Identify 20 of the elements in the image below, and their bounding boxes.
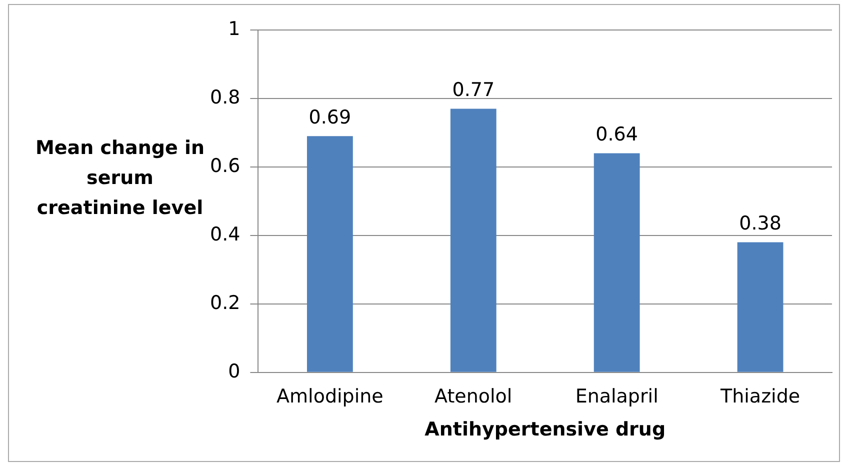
x-axis-title: Antihypertensive drug bbox=[424, 418, 666, 441]
bar bbox=[450, 108, 496, 372]
bar bbox=[737, 242, 784, 372]
bar bbox=[594, 153, 640, 372]
y-tick-label: 0.8 bbox=[210, 86, 240, 108]
data-label: 0.38 bbox=[739, 212, 782, 235]
x-tick-label: Amlodipine bbox=[276, 386, 384, 408]
data-label: 0.64 bbox=[596, 124, 638, 146]
data-label: 0.69 bbox=[308, 106, 352, 129]
y-tick-label: 0.6 bbox=[210, 154, 240, 177]
x-tick-label: Atenolol bbox=[434, 386, 512, 408]
y-tick-label: 0.2 bbox=[210, 292, 240, 314]
x-tick-label: Thiazide bbox=[719, 386, 800, 408]
y-tick-label: 0 bbox=[228, 360, 240, 382]
bar bbox=[306, 136, 353, 372]
data-label: 0.77 bbox=[452, 79, 495, 102]
y-axis-title: Mean change in serum creatinine level bbox=[34, 136, 206, 221]
y-tick-label: 1 bbox=[228, 18, 240, 40]
x-tick-label: Enalapril bbox=[575, 386, 658, 408]
y-tick-label: 0.4 bbox=[210, 223, 240, 246]
